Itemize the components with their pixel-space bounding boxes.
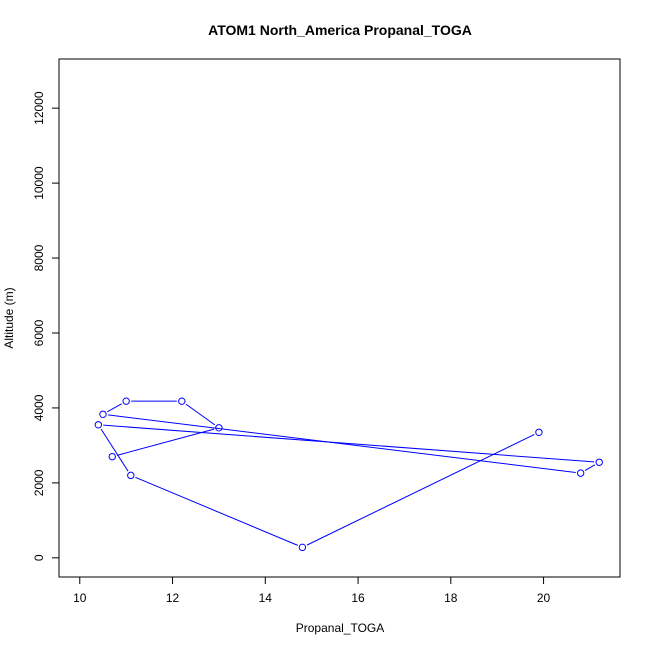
data-point xyxy=(99,410,107,419)
series-layer xyxy=(94,397,603,552)
x-axis-label: Propanal_TOGA xyxy=(296,621,385,635)
series-line-segment xyxy=(584,464,596,472)
x-tick-label: 14 xyxy=(259,591,273,605)
data-point xyxy=(122,397,130,405)
data-point xyxy=(108,452,116,461)
y-tick-label: 8000 xyxy=(32,244,46,271)
y-tick-label: 10000 xyxy=(32,166,46,200)
x-tick-label: 18 xyxy=(444,591,458,605)
series-line-segment xyxy=(306,434,535,546)
y-tick-label: 4000 xyxy=(32,394,46,421)
series-line-segment xyxy=(100,428,129,472)
series-line-segment xyxy=(135,476,298,546)
y-tick-label: 0 xyxy=(32,554,46,561)
y-tick-label: 6000 xyxy=(32,319,46,346)
data-point xyxy=(94,421,103,429)
x-tick-label: 12 xyxy=(166,591,180,605)
plot-frame xyxy=(58,58,621,578)
data-point xyxy=(535,428,543,436)
data-point xyxy=(215,424,223,432)
data-point xyxy=(178,397,186,405)
series-line-segment xyxy=(107,414,576,474)
chart-title: ATOM1 North_America Propanal_TOGA xyxy=(208,22,472,38)
y-axis-label: Altitude (m) xyxy=(2,287,16,348)
x-tick-label: 16 xyxy=(351,591,365,605)
data-point xyxy=(127,471,135,480)
x-tick-label: 10 xyxy=(73,591,87,605)
y-tick-label: 2000 xyxy=(32,469,46,496)
series-line-segment xyxy=(185,403,216,426)
series-line-segment xyxy=(107,403,123,413)
data-point xyxy=(298,543,307,552)
y-tick-label: 12000 xyxy=(32,91,46,125)
data-point xyxy=(595,458,603,466)
x-tick-label: 20 xyxy=(537,591,551,605)
data-point xyxy=(576,469,585,477)
y-axis: 0 2000 4000 6000 8000 10000 12000 xyxy=(32,91,60,561)
series-line-segment xyxy=(116,428,215,456)
x-axis: 10 12 14 16 18 20 xyxy=(73,576,551,605)
series-line-segment xyxy=(103,424,595,463)
